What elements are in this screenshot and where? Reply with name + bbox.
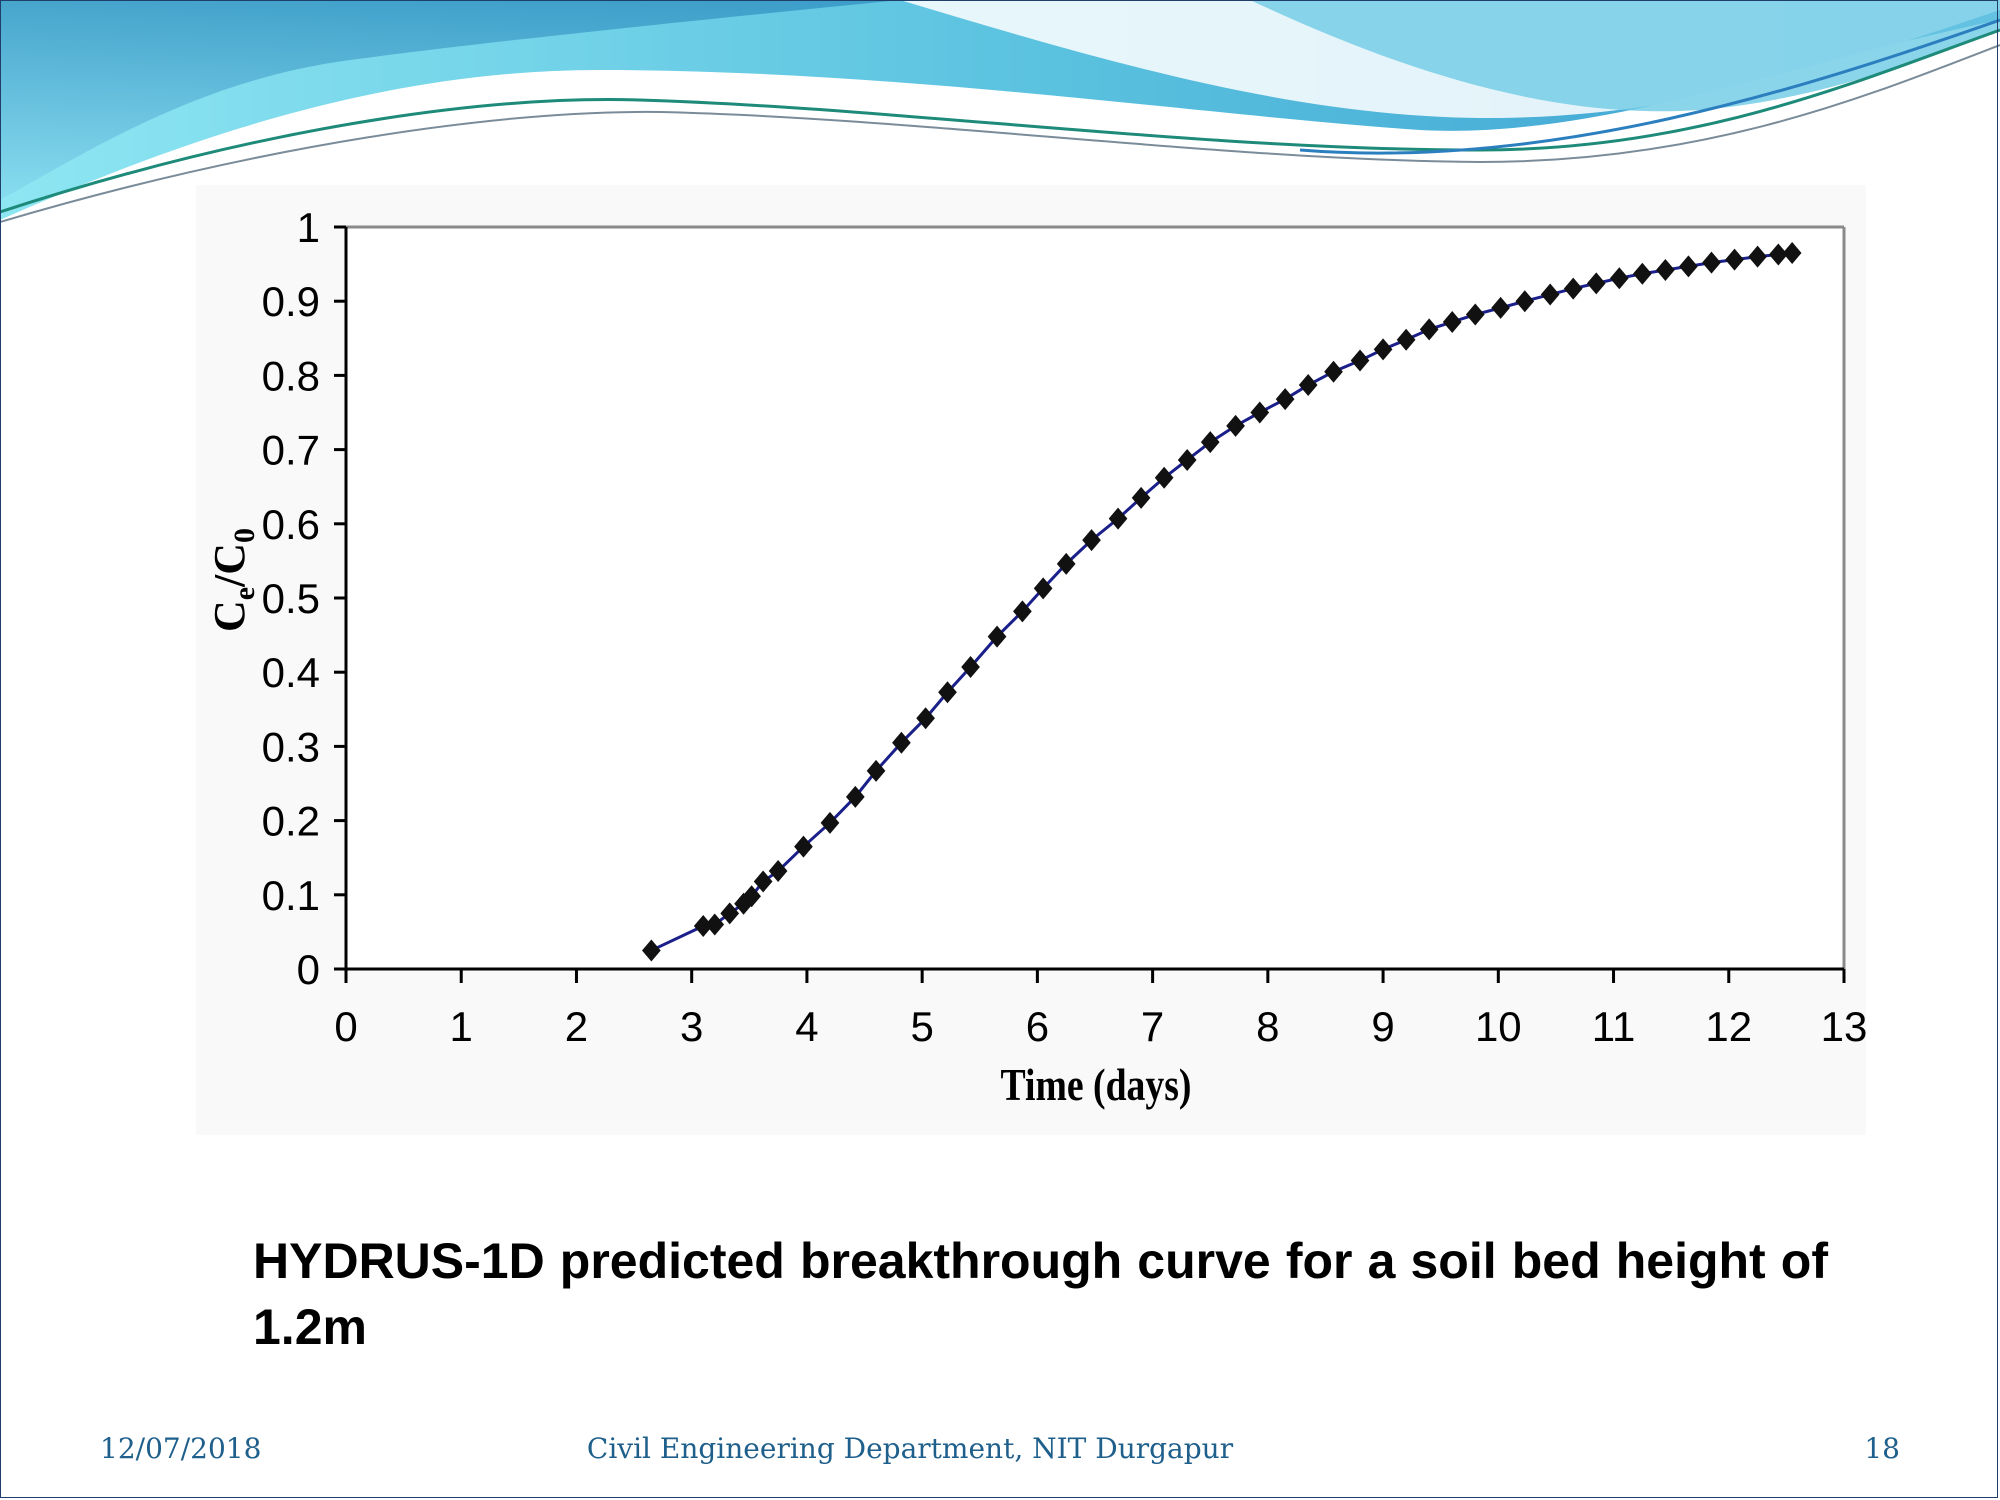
data-point-31	[1350, 349, 1370, 372]
y-tick-label-7: 0.7	[262, 427, 320, 474]
footer-page-number: 18	[1864, 1432, 1900, 1465]
figure-caption: HYDRUS-1D predicted breakthrough curve f…	[253, 1233, 1828, 1355]
data-point-6	[753, 870, 773, 893]
data-point-25	[1200, 431, 1220, 454]
data-point-37	[1491, 296, 1510, 319]
data-point-7	[768, 860, 788, 883]
x-tick-label-11: 11	[1592, 1003, 1636, 1050]
x-tick-label-9: 9	[1371, 1003, 1394, 1050]
data-point-50	[1782, 241, 1802, 264]
data-point-38	[1515, 290, 1535, 313]
data-point-28	[1275, 388, 1295, 411]
data-point-22	[1131, 486, 1151, 509]
data-point-21	[1108, 507, 1128, 530]
x-tick-label-3: 3	[680, 1003, 703, 1050]
data-point-29	[1298, 374, 1318, 397]
x-tick-label-6: 6	[1026, 1003, 1049, 1050]
x-tick-label-12: 12	[1705, 1003, 1752, 1050]
data-point-16	[987, 625, 1007, 648]
data-point-35	[1442, 310, 1462, 333]
chart-area: 0 1 2 3 4 5 6 7 8 9 10 11 12 13 0 0.1 0.2 0.3 0.4 0.5 0.6 0.7…	[196, 185, 1866, 1135]
data-point-48	[1748, 245, 1767, 268]
header-wave-banner	[0, 0, 2000, 223]
data-point-19	[1056, 552, 1076, 575]
data-point-33	[1396, 328, 1416, 351]
data-point-12	[892, 731, 911, 754]
data-point-15	[961, 656, 980, 679]
y-tick-label-9: 0.9	[262, 278, 320, 325]
data-point-11	[866, 759, 886, 782]
x-tick-label-2: 2	[565, 1003, 588, 1050]
x-axis-label: Time (days)	[1001, 1061, 1192, 1111]
data-point-3	[720, 902, 740, 925]
data-point-0	[642, 939, 661, 962]
footer-department: Civil Engineering Department, NIT Durgap…	[586, 1432, 1234, 1465]
y-tick-label-2: 0.2	[262, 798, 320, 845]
x-tick-label-4: 4	[795, 1003, 818, 1050]
data-point-44	[1656, 259, 1675, 282]
data-point-45	[1679, 255, 1698, 278]
data-point-27	[1250, 401, 1270, 424]
data-point-1	[693, 914, 713, 937]
x-tick-label-10: 10	[1475, 1003, 1522, 1050]
footer-date: 12/07/2018	[100, 1432, 262, 1465]
data-point-26	[1226, 414, 1245, 437]
breakthrough-chart: 0 1 2 3 4 5 6 7 8 9 10 11 12 1300.10.20.30.40.50.60.7…	[205, 204, 1866, 1111]
data-point-39	[1540, 283, 1560, 306]
x-tick-label-7: 7	[1141, 1003, 1164, 1050]
data-point-17	[1013, 600, 1032, 623]
data-point-20	[1082, 529, 1101, 552]
data-point-36	[1465, 303, 1485, 326]
data-point-46	[1702, 251, 1721, 274]
y-tick-label-4: 0.4	[262, 649, 320, 696]
y-tick-label-3: 0.3	[262, 723, 320, 770]
data-point-2	[705, 913, 725, 936]
data-point-10	[845, 785, 865, 808]
y-tick-label-1: 0.1	[262, 872, 320, 919]
x-tick-label-0: 0	[334, 1003, 357, 1050]
data-point-18	[1033, 577, 1053, 600]
data-point-13	[916, 707, 935, 730]
data-point-4	[734, 892, 753, 915]
data-point-32	[1373, 338, 1393, 361]
data-point-9	[820, 811, 840, 834]
x-tick-label-8: 8	[1256, 1003, 1279, 1050]
y-axis-label: Ce/C0	[205, 528, 261, 632]
y-tick-label-6: 0.6	[262, 501, 320, 548]
plot-background	[346, 227, 1844, 969]
data-point-43	[1632, 262, 1652, 285]
data-point-34	[1419, 318, 1439, 341]
data-point-42	[1609, 267, 1629, 290]
y-tick-label-0: 0	[297, 946, 320, 993]
data-point-30	[1324, 360, 1343, 383]
y-tick-label-10: 1	[297, 204, 320, 251]
data-point-24	[1177, 448, 1197, 471]
data-point-41	[1586, 272, 1606, 295]
data-point-5	[742, 885, 761, 908]
data-point-40	[1563, 277, 1583, 300]
x-tick-label-1: 1	[450, 1003, 473, 1050]
data-point-14	[938, 681, 957, 704]
data-point-8	[794, 835, 813, 858]
y-tick-label-5: 0.5	[262, 575, 320, 622]
data-point-47	[1725, 248, 1744, 271]
y-tick-label-8: 0.8	[262, 352, 320, 399]
data-point-49	[1768, 243, 1788, 266]
x-tick-label-13: 13	[1821, 1003, 1866, 1050]
data-point-23	[1154, 466, 1174, 489]
x-tick-label-5: 5	[910, 1003, 933, 1050]
